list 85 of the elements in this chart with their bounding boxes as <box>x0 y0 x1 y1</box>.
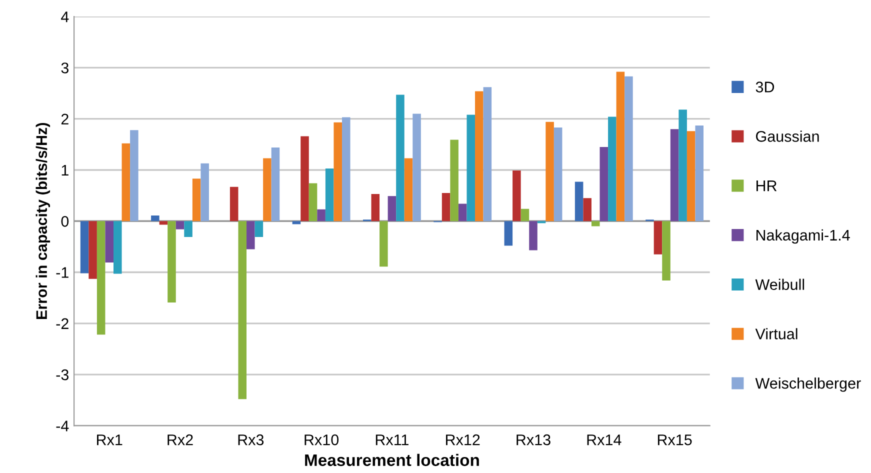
legend-label: Weischelberger <box>755 378 861 392</box>
bar <box>695 125 704 222</box>
x-tick-label: Rx11 <box>376 434 408 446</box>
legend-label: Virtual <box>755 328 798 340</box>
legend-label: Weibull <box>755 278 804 290</box>
x-tick-label: Rx12 <box>446 434 480 446</box>
bar <box>404 158 413 222</box>
bar <box>342 117 350 222</box>
bar <box>442 193 450 222</box>
bar <box>176 221 184 230</box>
bar <box>151 216 160 222</box>
legend-label: 3D <box>756 82 774 92</box>
y-tick-label: -4 <box>56 420 69 432</box>
bar <box>450 140 458 222</box>
bar <box>520 208 530 222</box>
bar <box>388 196 396 222</box>
bar <box>371 194 380 222</box>
bar <box>192 178 201 222</box>
x-tick-label: Rx13 <box>516 434 550 446</box>
y-tick-label: 2 <box>61 114 68 124</box>
bar <box>263 158 272 222</box>
y-tick-label: 1 <box>62 165 68 176</box>
y-tick-label: -2 <box>56 318 68 329</box>
bar <box>554 128 562 222</box>
bar <box>466 114 476 222</box>
bar <box>246 221 255 250</box>
bar <box>80 221 89 274</box>
bar <box>678 110 687 222</box>
bar <box>591 221 600 226</box>
bar <box>168 221 176 302</box>
bar <box>105 221 114 263</box>
y-axis-title: Error in capacity (bits/s/Hz) <box>36 122 50 320</box>
bar <box>654 221 662 254</box>
bar <box>230 186 238 222</box>
bar <box>238 221 247 400</box>
bar <box>122 143 130 222</box>
bar <box>159 221 168 225</box>
bar <box>317 209 326 222</box>
x-tick-label: Rx2 <box>168 434 193 446</box>
bar <box>546 122 554 222</box>
x-tick-label: Rx15 <box>658 434 692 446</box>
bar <box>600 146 608 222</box>
bar <box>512 170 521 222</box>
x-tick-label: Rx3 <box>238 434 264 446</box>
bar <box>130 130 138 222</box>
y-tick-label: -1 <box>56 267 68 278</box>
x-tick-label: Rx14 <box>587 434 622 446</box>
bar <box>325 168 334 222</box>
bar <box>574 182 584 222</box>
bar <box>292 221 301 224</box>
y-tick-label: -3 <box>56 369 69 380</box>
bar <box>624 76 633 222</box>
bar <box>88 221 97 279</box>
y-tick-label: 0 <box>61 216 69 227</box>
bar <box>396 94 404 222</box>
bar <box>458 204 467 222</box>
bar <box>254 221 264 237</box>
y-tick-label: 3 <box>61 62 69 74</box>
x-tick-label: Rx1 <box>97 434 122 446</box>
bar <box>608 116 616 222</box>
bar <box>504 221 513 246</box>
bar <box>662 221 670 280</box>
bar <box>300 136 309 222</box>
x-axis-title: Measurement location <box>305 454 479 466</box>
legend-label: Nakagami-1.4 <box>756 229 850 244</box>
bar <box>334 122 342 222</box>
bar <box>616 72 625 222</box>
bar <box>670 129 679 222</box>
bar <box>483 87 492 222</box>
bar <box>308 183 318 222</box>
bar <box>113 221 122 274</box>
bar <box>412 114 421 222</box>
bar <box>380 221 388 267</box>
bar <box>686 131 696 222</box>
bar <box>583 198 592 222</box>
bar <box>96 221 106 335</box>
bar <box>529 221 538 250</box>
legend-label: HR <box>756 180 777 192</box>
bar <box>184 221 192 237</box>
bar <box>200 163 209 222</box>
y-tick-label: 4 <box>61 12 69 22</box>
x-tick-label: Rx10 <box>304 434 339 446</box>
legend-label: Gaussian <box>756 130 819 142</box>
bar <box>475 91 484 222</box>
bar <box>271 147 280 222</box>
